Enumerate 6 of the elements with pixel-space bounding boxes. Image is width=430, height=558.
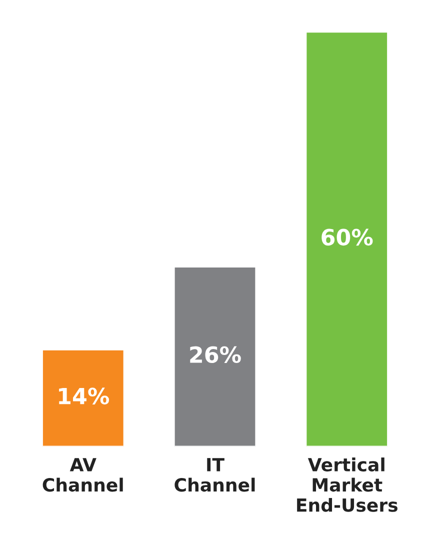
data-label: 60%	[322, 228, 373, 246]
x-tick-label: AV Channel	[42, 458, 123, 492]
x-tick-label: Vertical Market End-Users	[297, 458, 398, 512]
data-label: 26%	[190, 346, 241, 364]
x-tick-label: IT Channel	[174, 458, 255, 492]
data-label: 14%	[59, 388, 110, 404]
